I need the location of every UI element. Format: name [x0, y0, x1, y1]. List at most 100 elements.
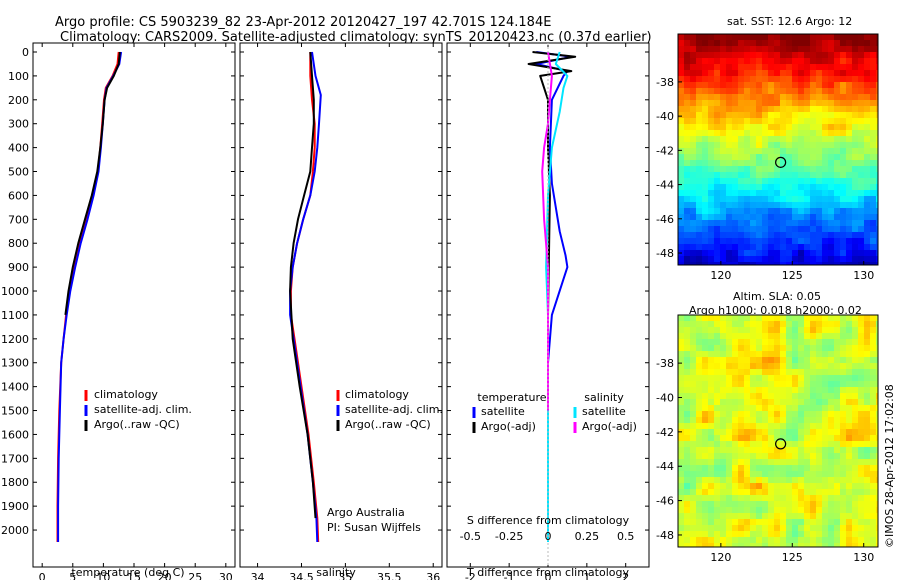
sst-heatmap-cell	[846, 52, 852, 58]
sla-heatmap-cell	[726, 417, 732, 423]
sst-heatmap-cell	[690, 40, 696, 46]
sst-heatmap-cell	[696, 118, 702, 124]
sla-heatmap-cell	[864, 495, 870, 501]
sla-heatmap-cell	[714, 375, 720, 381]
sst-heatmap-cell	[852, 160, 858, 166]
sla-heatmap-cell	[750, 453, 756, 459]
sla-heatmap-cell	[726, 321, 732, 327]
sla-heatmap-cell	[864, 417, 870, 423]
sla-heatmap-cell	[870, 453, 876, 459]
sla-heatmap-cell	[762, 387, 768, 393]
sla-heatmap-cell	[876, 327, 878, 333]
sst-heatmap-cell	[750, 52, 756, 58]
sla-heatmap-cell	[744, 405, 750, 411]
sst-heatmap-cell	[804, 142, 810, 148]
sst-heatmap-cell	[684, 238, 690, 244]
sla-heatmap-cell	[852, 513, 858, 519]
sst-heatmap-cell	[702, 190, 708, 196]
sst-heatmap-cell	[726, 34, 732, 40]
sst-heatmap-cell	[696, 256, 702, 262]
salinity-difference-tick-label: -0.25	[495, 530, 523, 543]
sla-heatmap-cell	[858, 393, 864, 399]
sla-heatmap-cell	[846, 393, 852, 399]
sla-heatmap-cell	[720, 363, 726, 369]
sst-heatmap-cell	[774, 46, 780, 52]
sla-heatmap-cell	[876, 519, 878, 525]
sla-heatmap-cell	[762, 447, 768, 453]
sst-heatmap-cell	[714, 118, 720, 124]
sla-heatmap-cell	[792, 441, 798, 447]
sla-heatmap-cell	[774, 351, 780, 357]
sst-heatmap-cell	[696, 208, 702, 214]
sla-heatmap-cell	[714, 513, 720, 519]
sla-heatmap-cell	[858, 351, 864, 357]
sla-heatmap-cell	[834, 327, 840, 333]
sla-heatmap-cell	[708, 357, 714, 363]
sst-heatmap-cell	[852, 232, 858, 238]
sst-heatmap-cell	[768, 202, 774, 208]
sst-heatmap-cell	[876, 166, 878, 172]
sla-heatmap-cell	[720, 357, 726, 363]
sst-heatmap-cell	[726, 136, 732, 142]
sla-heatmap-cell	[846, 399, 852, 405]
sst-heatmap-cell	[876, 244, 878, 250]
sla-heatmap-cell	[750, 459, 756, 465]
sla-heatmap-cell	[846, 459, 852, 465]
sst-heatmap-cell	[774, 256, 780, 262]
sla-heatmap-cell	[762, 381, 768, 387]
sla-heatmap-cell	[714, 465, 720, 471]
sla-heatmap-cell	[786, 315, 792, 321]
sla-heatmap-cell	[822, 369, 828, 375]
sla-heatmap-cell	[858, 435, 864, 441]
sla-heatmap-cell	[852, 507, 858, 513]
sst-heatmap-cell	[822, 184, 828, 190]
sst-heatmap-cell	[786, 208, 792, 214]
sla-heatmap-cell	[708, 435, 714, 441]
sla-heatmap-cell	[864, 333, 870, 339]
sla-heatmap-cell	[780, 381, 786, 387]
sla-heatmap-cell	[834, 375, 840, 381]
sst-heatmap-cell	[822, 106, 828, 112]
sst-heatmap-cell	[786, 220, 792, 226]
sst-heatmap-cell	[834, 202, 840, 208]
sst-heatmap-cell	[684, 250, 690, 256]
sla-heatmap-cell	[780, 417, 786, 423]
sla-heatmap-cell	[750, 387, 756, 393]
sla-heatmap-cell	[798, 351, 804, 357]
sla-heatmap-cell	[684, 441, 690, 447]
sla-heatmap-cell	[864, 531, 870, 537]
sst-heatmap-cell	[798, 190, 804, 196]
sst-heatmap-cell	[684, 82, 690, 88]
sla-heatmap-cell	[768, 477, 774, 483]
sla-heatmap-cell	[774, 363, 780, 369]
sst-heatmap-cell	[690, 46, 696, 52]
sst-heatmap-cell	[702, 94, 708, 100]
sla-heatmap-cell	[750, 495, 756, 501]
sst-heatmap-cell	[702, 136, 708, 142]
sst-heatmap-cell	[828, 136, 834, 142]
sla-heatmap-cell	[714, 459, 720, 465]
sst-heatmap-cell	[744, 88, 750, 94]
sst-heatmap-cell	[846, 148, 852, 154]
sst-heatmap-cell	[792, 88, 798, 94]
sla-heatmap-cell	[798, 363, 804, 369]
sst-heatmap-cell	[750, 220, 756, 226]
sst-heatmap-cell	[678, 196, 684, 202]
sla-heatmap-cell	[774, 345, 780, 351]
sst-heatmap-cell	[876, 64, 878, 70]
sla-heatmap-cell	[840, 381, 846, 387]
sla-heatmap-cell	[834, 321, 840, 327]
sla-heatmap-cell	[678, 537, 684, 543]
sst-heatmap-cell	[738, 154, 744, 160]
sla-heatmap-cell	[870, 441, 876, 447]
sst-heatmap-cell	[858, 52, 864, 58]
sst-heatmap-cell	[744, 160, 750, 166]
temperature-legend-label: climatology	[94, 388, 158, 401]
sla-heatmap-cell	[864, 393, 870, 399]
sst-heatmap-cell	[846, 160, 852, 166]
sla-heatmap-cell	[780, 375, 786, 381]
sla-heatmap-cell	[792, 345, 798, 351]
sst-heatmap-cell	[846, 208, 852, 214]
sla-heatmap-cell	[720, 453, 726, 459]
sla-heatmap-cell	[786, 375, 792, 381]
